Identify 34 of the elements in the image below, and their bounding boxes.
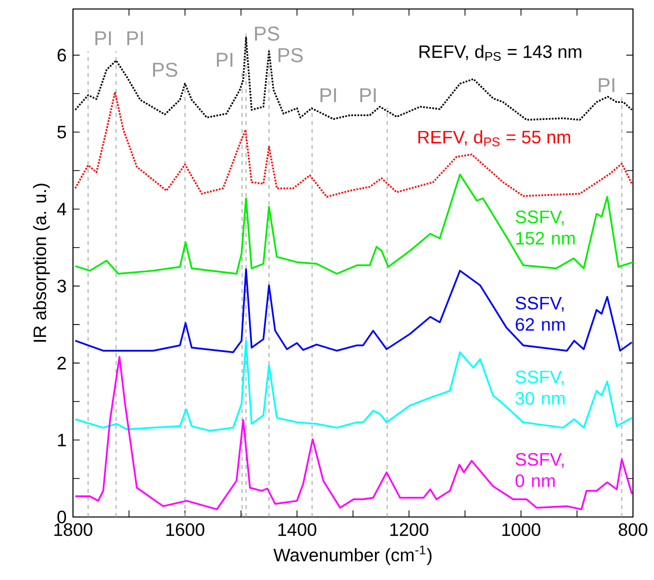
x-tick-label: 1200 [390,523,428,536]
y-tick-label: 6 [58,48,66,62]
x-tick-label: 1800 [54,523,92,536]
x-axis-title: Wavenumber (cm$^{-1}$) [273,546,432,565]
y-axis-title: IR absorption (a. u.) [33,184,50,342]
x-tick-label: 1600 [166,523,204,536]
x-tick-label: 800 [618,523,648,536]
ref-line-label: PI [360,88,376,102]
ref-line-label: PS [153,62,178,77]
ref-line-label: PS [255,26,280,41]
series-label: REFV, d$_{PS}$ = 55 nm [418,130,570,146]
line-series [74,340,633,432]
ref-line-label: PS [278,48,303,62]
line-series [74,268,633,354]
y-tick-label: 4 [57,202,66,216]
series-label: SSFV, 0 nm [516,452,564,488]
ref-line-label: PI [216,52,232,67]
line-series [74,174,634,275]
x-tick-label: 1400 [278,523,316,536]
y-tick-label: 2 [58,356,66,370]
y-tick-label: 3 [57,280,66,292]
x-tick-label: 1000 [502,523,540,536]
y-tick-label: 1 [58,434,66,446]
ref-line-label: PI [598,78,614,92]
ref-line-label: PI [95,31,111,46]
series-label: SSFV, 152 nm [516,210,575,245]
ref-line-label: PI [320,88,336,102]
line-series [74,356,633,510]
series-label: SSFV, 62 nm [516,296,565,331]
y-tick-label: 5 [57,126,66,138]
series-label: SSFV, 30 nm [516,370,565,405]
text: REFV, d$_{PS}$ = 143 nm [420,44,582,61]
ref-line-label: PI [127,31,143,46]
y-tick-label: 0 [57,510,66,524]
